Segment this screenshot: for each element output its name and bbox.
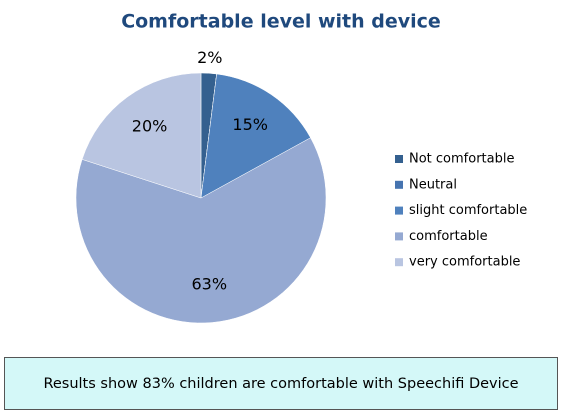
legend-label: very comfortable <box>409 255 520 270</box>
pie-slice <box>81 72 202 199</box>
legend-swatch <box>395 206 403 215</box>
pie-slice <box>75 137 327 324</box>
data-label: 2% <box>197 48 222 67</box>
chart-title: Comfortable level with device <box>121 11 441 33</box>
legend-swatch <box>395 232 403 241</box>
data-label: 15% <box>232 115 268 134</box>
annotation-box <box>4 357 558 410</box>
data-label: 63% <box>191 275 227 294</box>
legend-swatch <box>395 155 403 163</box>
annotation: Results show 83% children are comfortabl… <box>43 376 518 392</box>
legend-label: Not comfortable <box>409 152 514 167</box>
data-label: 20% <box>132 117 168 136</box>
legend-label: slight comfortable <box>409 203 527 218</box>
legend-swatch <box>395 180 403 189</box>
legend-swatch <box>395 258 403 267</box>
legend-label: comfortable <box>409 229 488 244</box>
legend-label: Neutral <box>409 177 457 192</box>
pie-slice <box>200 73 311 199</box>
